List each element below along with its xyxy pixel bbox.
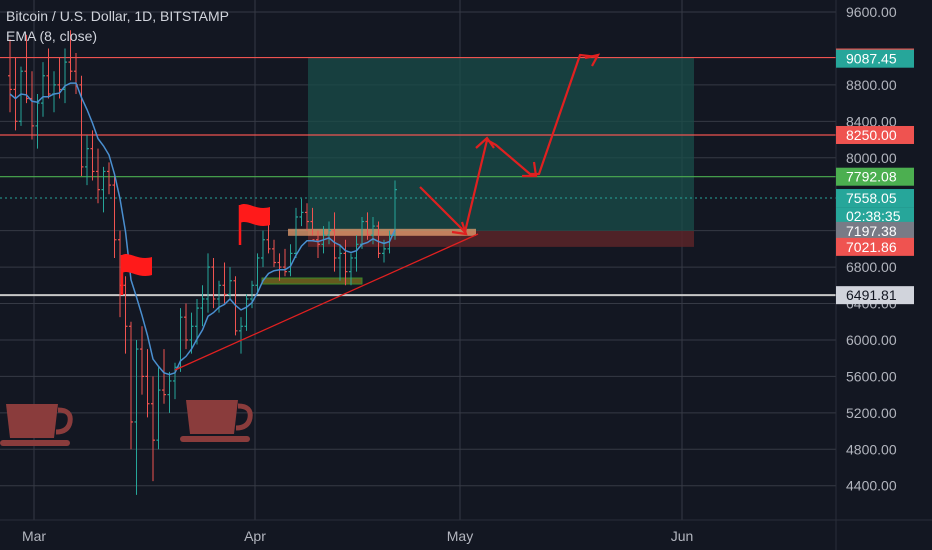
ema-series xyxy=(9,82,396,376)
price-label-text: 8250.00 xyxy=(846,127,897,143)
price-label-text: 7558.05 xyxy=(846,190,897,206)
red-flag-icon xyxy=(240,204,270,226)
time-tick-label: Mar xyxy=(22,528,46,544)
projected-path-arrow xyxy=(419,53,598,234)
price-label-badge xyxy=(836,221,914,240)
price-label-badge xyxy=(836,237,914,256)
time-tick-label: Apr xyxy=(244,528,266,544)
coffee-cup-icon xyxy=(6,404,58,438)
price-tick-label: 6000.00 xyxy=(846,332,897,348)
arrow-head xyxy=(451,221,468,236)
price-tick-label: 6800.00 xyxy=(846,259,897,275)
price-label-badge xyxy=(836,125,914,144)
ema-line xyxy=(9,82,396,376)
price-label-badge xyxy=(836,286,914,305)
price-tick-label: 5200.00 xyxy=(846,405,897,421)
price-tick-label: 4800.00 xyxy=(846,441,897,457)
price-tick-label: 4400.00 xyxy=(846,478,897,494)
price-axis[interactable]: 9600.008800.008400.008000.007200.006800.… xyxy=(835,0,914,550)
price-label-text: 7792.08 xyxy=(846,169,897,185)
price-tick-label: 8400.00 xyxy=(846,113,897,129)
price-label-text: 9087.45 xyxy=(846,51,897,67)
price-tick-label: 9600.00 xyxy=(846,4,897,20)
price-label-badge xyxy=(836,49,914,68)
coffee-saucer xyxy=(0,440,70,446)
red-flag-icon xyxy=(122,254,152,276)
support-highlight-zone xyxy=(261,277,363,285)
ema-indicator-label[interactable]: EMA (8, close) xyxy=(6,28,98,44)
entry-highlight-zone xyxy=(288,228,476,236)
annotation-drawings xyxy=(0,53,601,446)
time-tick-label: May xyxy=(447,528,473,544)
price-tick-label: 5600.00 xyxy=(846,368,897,384)
price-label-badge xyxy=(836,167,914,186)
price-label-text: 6491.81 xyxy=(846,287,897,303)
coffee-cup-handle xyxy=(235,403,253,431)
coffee-cup-icon xyxy=(186,400,238,434)
position-zones xyxy=(261,57,694,285)
time-axis[interactable]: Mar Apr May Jun xyxy=(0,519,932,544)
price-label-text: 02:38:35 xyxy=(846,208,901,224)
price-label-text: 7021.86 xyxy=(846,239,897,255)
horizontal-levels xyxy=(0,56,836,297)
price-label-badge xyxy=(836,207,914,226)
price-label-badge xyxy=(836,189,914,208)
symbol-title[interactable]: Bitcoin / U.S. Dollar, 1D, BITSTAMP xyxy=(6,8,230,24)
target-profit-zone xyxy=(308,57,694,231)
arrow-head xyxy=(584,53,601,67)
price-label-text: 7197.38 xyxy=(846,223,897,239)
price-tick-label: 8800.00 xyxy=(846,77,897,93)
arrow-head xyxy=(522,161,538,178)
coffee-saucer xyxy=(180,436,250,442)
price-tick-label: 8000.00 xyxy=(846,150,897,166)
support-trendline xyxy=(174,233,479,371)
arrow-head xyxy=(475,136,495,149)
coffee-cup-handle xyxy=(55,407,73,435)
time-tick-label: Jun xyxy=(671,528,694,544)
